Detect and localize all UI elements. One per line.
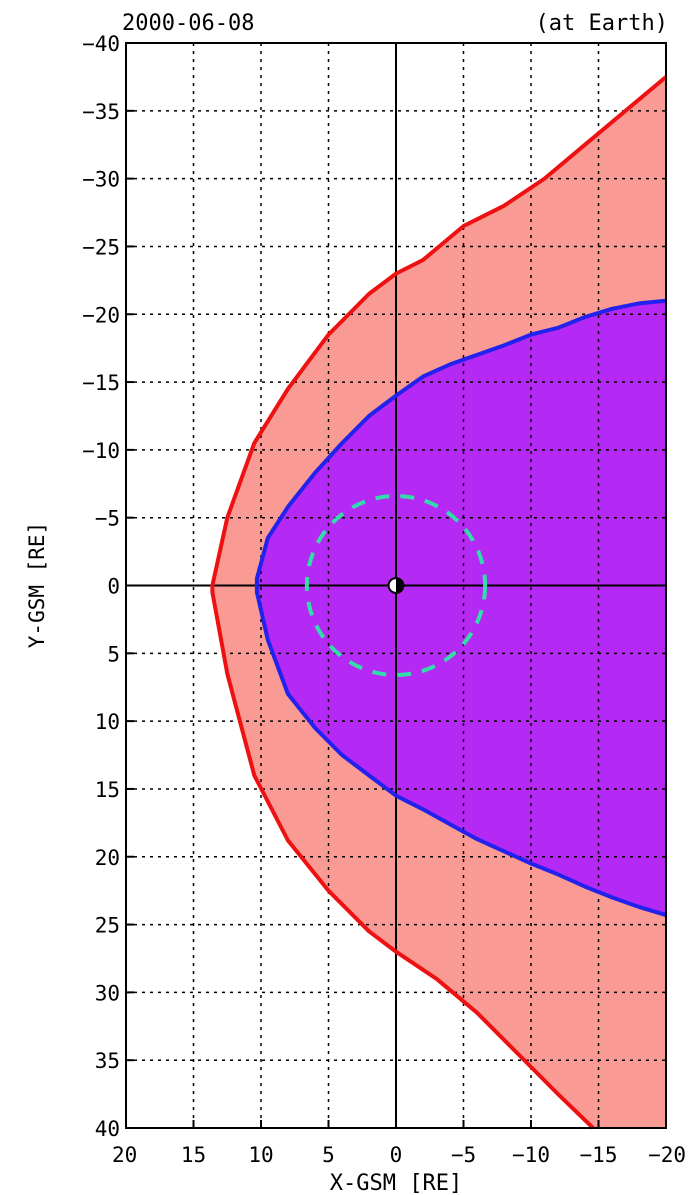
x-tick-label: 5 [322,1143,335,1167]
y-tick-label: 10 [95,710,120,734]
y-tick-label: −5 [95,507,120,531]
y-tick-label: 30 [95,981,120,1005]
geosynchronous-orbit [304,493,488,678]
earth-marker [387,577,405,594]
x-tick-label: −10 [512,1143,550,1167]
x-tick-label: −5 [451,1143,476,1167]
y-tick-label: 15 [95,778,120,802]
x-tick-label: 20 [112,1143,137,1167]
bow-shock-line [210,75,668,1130]
chart-location-label: (at Earth) [536,11,668,36]
boundary-lines [210,75,668,1130]
earth-night-side [396,578,404,593]
x-axis-label: X-GSM [RE] [330,1171,462,1195]
y-tick-label: −30 [82,168,120,192]
x-axis-ticks: 20 15 10 5 0 −5 −10 −15 −20 [112,1120,686,1167]
y-tick-label: 35 [95,1049,120,1073]
y-tick-label: −40 [82,32,120,56]
x-tick-label: 15 [181,1143,206,1167]
x-tick-label: −15 [580,1143,618,1167]
y-tick-label: 5 [107,642,120,666]
y-tick-label: −20 [82,303,120,327]
y-tick-label: −25 [82,235,120,259]
magnetopause-line [254,298,667,918]
x-tick-label: −20 [648,1143,686,1167]
y-axis-label: Y-GSM [RE] [25,522,49,648]
y-tick-label: −10 [82,439,120,463]
x-tick-label: 0 [390,1143,403,1167]
y-tick-label: 0 [107,575,120,599]
y-tick-label: 20 [95,846,120,870]
magnetosphere-region [256,300,666,916]
y-tick-label: −15 [82,371,120,395]
y-tick-label: −35 [82,100,120,124]
x-tick-label: 10 [248,1143,273,1167]
chart-date-label: 2000-06-08 [122,11,254,36]
y-tick-label: 25 [95,914,120,938]
y-axis-ticks: −40 −35 −30 −25 −20 −15 −10 −5 0 5 10 15 20 25 30 35 40 [82,32,134,1141]
y-tick-label: 40 [95,1117,120,1141]
